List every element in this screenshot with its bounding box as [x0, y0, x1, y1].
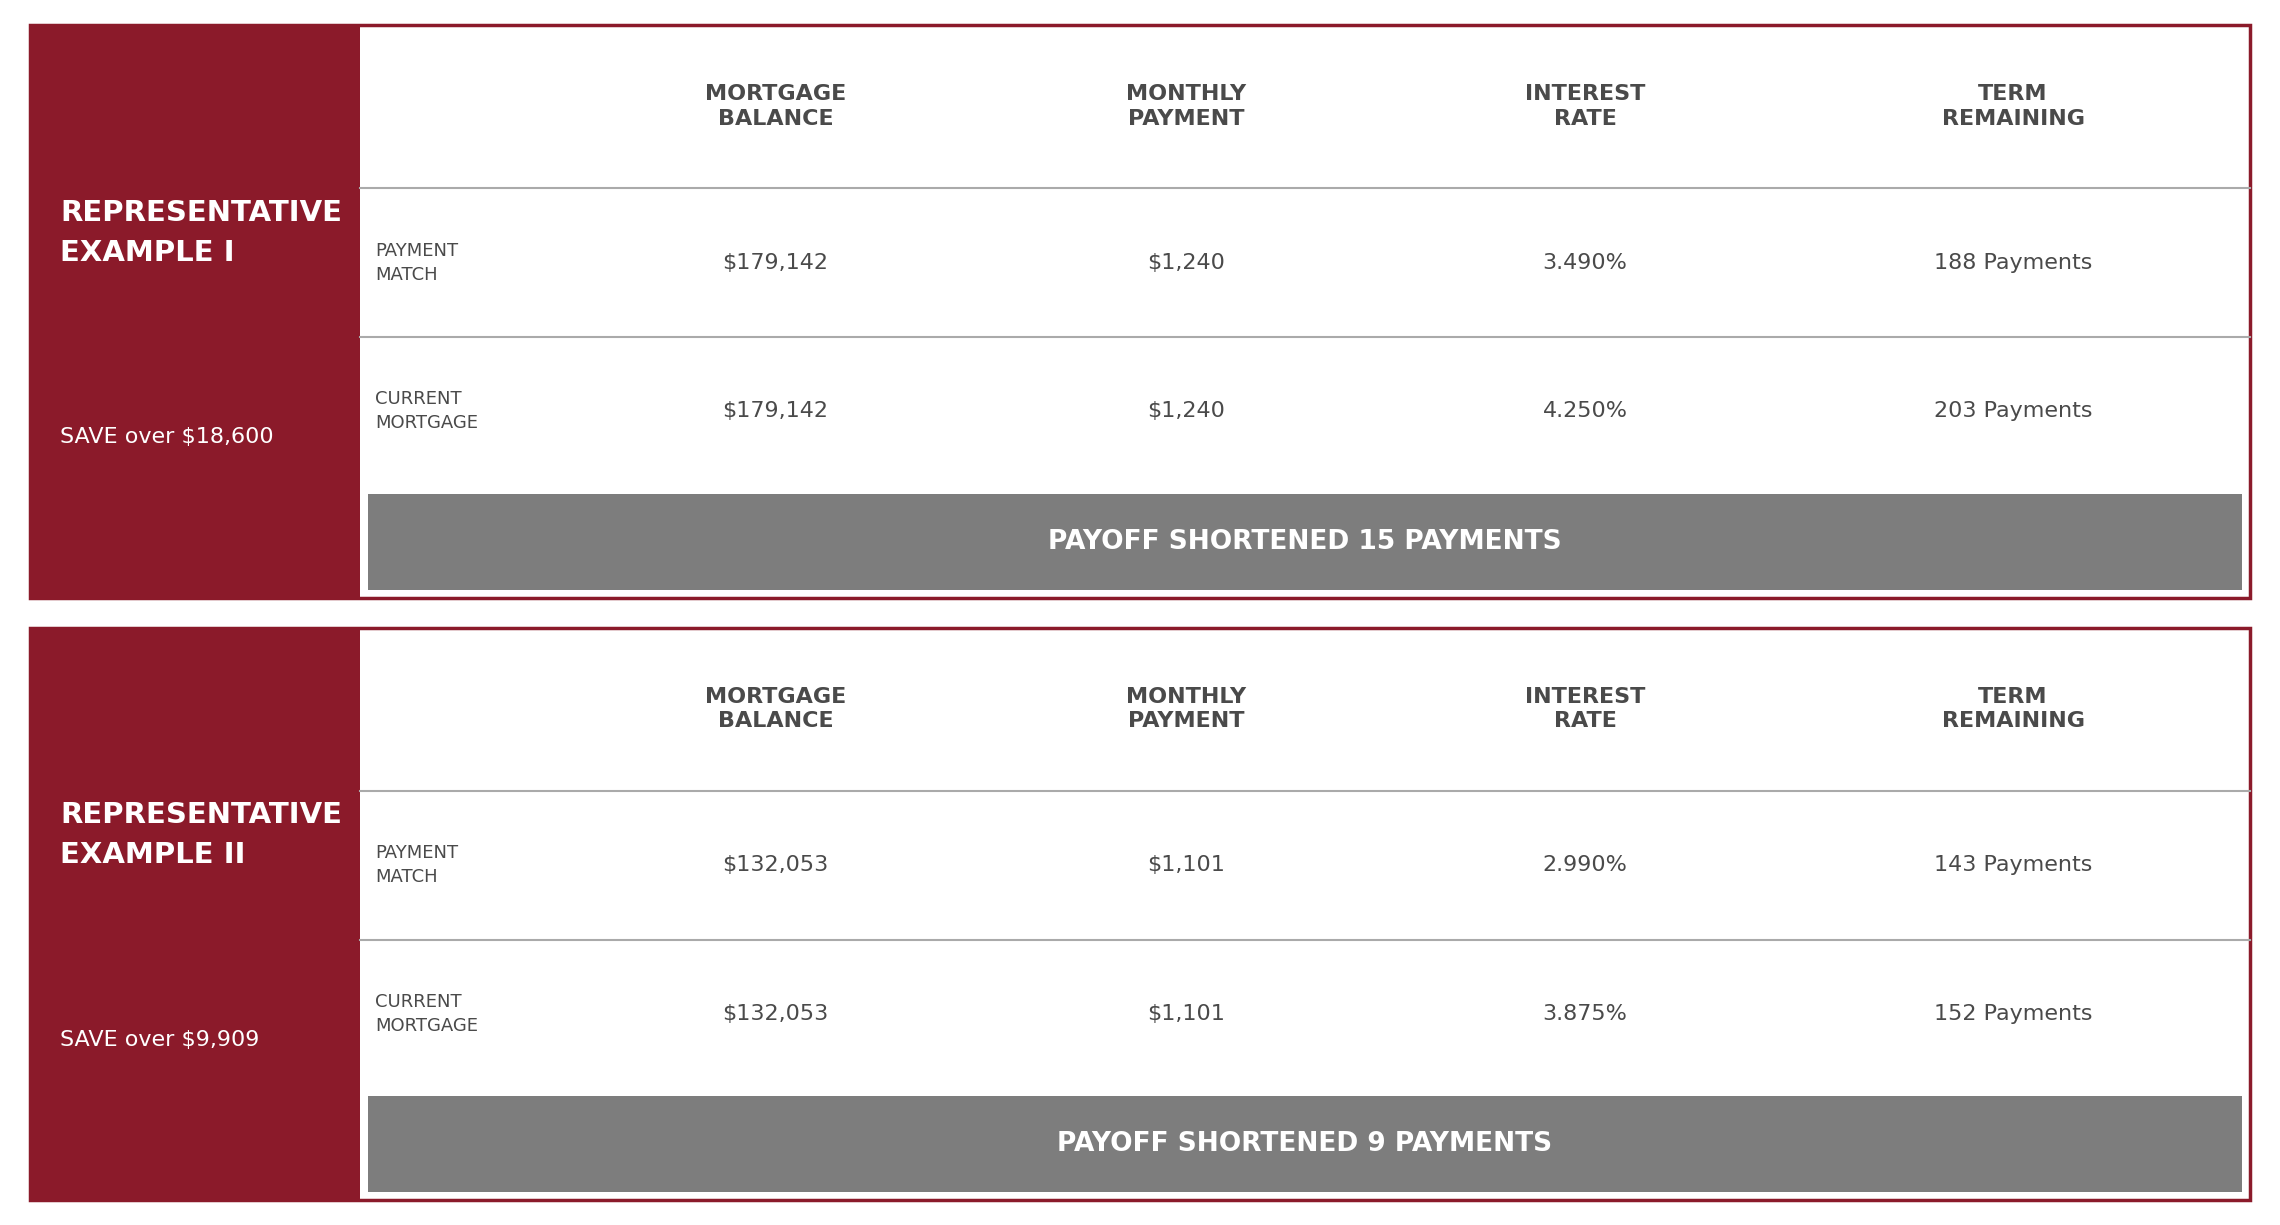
Bar [30, 627, 2250, 1200]
Text: 3.490%: 3.490% [1544, 252, 1628, 273]
Text: 4.250%: 4.250% [1544, 402, 1628, 421]
Text: CURRENT: CURRENT [374, 391, 461, 408]
Text: MORTGAGE: MORTGAGE [374, 414, 479, 432]
Text: PAYOFF SHORTENED 9 PAYMENTS: PAYOFF SHORTENED 9 PAYMENTS [1058, 1131, 1553, 1158]
Text: $132,053: $132,053 [723, 1004, 828, 1024]
Text: 3.875%: 3.875% [1544, 1004, 1628, 1024]
Text: CURRENT: CURRENT [374, 993, 461, 1011]
Text: REPRESENTATIVE: REPRESENTATIVE [59, 801, 342, 829]
Text: TERM
REMAINING: TERM REMAINING [1943, 85, 2084, 129]
Text: INTEREST
RATE: INTEREST RATE [1525, 85, 1646, 129]
Text: 2.990%: 2.990% [1544, 855, 1628, 875]
Text: PAYMENT: PAYMENT [374, 241, 458, 260]
Text: SAVE over $18,600: SAVE over $18,600 [59, 428, 274, 447]
Text: REPRESENTATIVE: REPRESENTATIVE [59, 198, 342, 227]
Text: SAVE over $9,909: SAVE over $9,909 [59, 1030, 260, 1050]
Text: PAYOFF SHORTENED 15 PAYMENTS: PAYOFF SHORTENED 15 PAYMENTS [1049, 529, 1562, 555]
Bar [367, 1096, 2241, 1192]
Text: 203 Payments: 203 Payments [1933, 402, 2093, 421]
Text: MATCH: MATCH [374, 869, 438, 886]
Text: 143 Payments: 143 Payments [1933, 855, 2093, 875]
Text: MONTHLY
PAYMENT: MONTHLY PAYMENT [1126, 85, 1247, 129]
Text: $1,101: $1,101 [1147, 855, 1224, 875]
Text: MONTHLY
PAYMENT: MONTHLY PAYMENT [1126, 687, 1247, 731]
Bar [30, 627, 360, 1200]
Text: $1,240: $1,240 [1147, 402, 1224, 421]
Text: EXAMPLE I: EXAMPLE I [59, 239, 235, 267]
Text: $1,101: $1,101 [1147, 1004, 1224, 1024]
Bar [367, 494, 2241, 589]
Text: $1,240: $1,240 [1147, 252, 1224, 273]
Text: MATCH: MATCH [374, 266, 438, 283]
Text: 188 Payments: 188 Payments [1933, 252, 2093, 273]
Bar [30, 24, 360, 598]
Bar [30, 24, 2250, 598]
Text: INTEREST
RATE: INTEREST RATE [1525, 687, 1646, 731]
Text: EXAMPLE II: EXAMPLE II [59, 842, 246, 869]
Text: $179,142: $179,142 [723, 402, 828, 421]
Text: PAYMENT: PAYMENT [374, 844, 458, 862]
Text: 152 Payments: 152 Payments [1933, 1004, 2093, 1024]
Text: MORTGAGE: MORTGAGE [374, 1017, 479, 1035]
Text: MORTGAGE
BALANCE: MORTGAGE BALANCE [705, 687, 846, 731]
Text: $179,142: $179,142 [723, 252, 828, 273]
Text: TERM
REMAINING: TERM REMAINING [1943, 687, 2084, 731]
Text: MORTGAGE
BALANCE: MORTGAGE BALANCE [705, 85, 846, 129]
Text: $132,053: $132,053 [723, 855, 828, 875]
